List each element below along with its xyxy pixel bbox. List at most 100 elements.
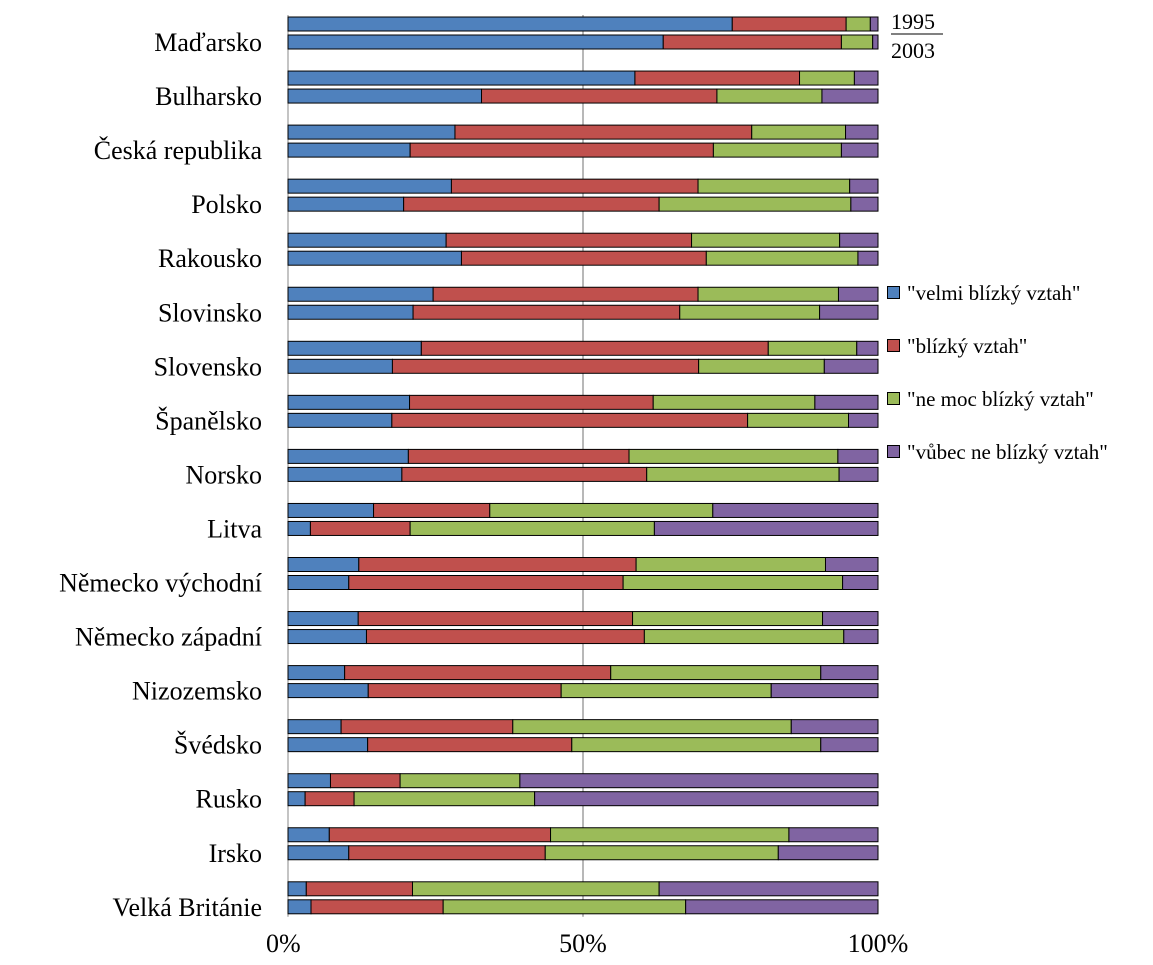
bar-1995-nemoc bbox=[845, 16, 871, 32]
bar-2003-velmi bbox=[287, 142, 411, 158]
bar-1995-velmi bbox=[287, 773, 331, 789]
legend-label-nemoc: "ne moc blízký vztah" bbox=[907, 387, 1094, 411]
bar-1995-velmi bbox=[287, 70, 636, 86]
bar-1995-blizky bbox=[344, 665, 612, 681]
bar-1995-nemoc bbox=[767, 340, 858, 356]
bar-2003-nemoc bbox=[716, 88, 823, 104]
bar-2003-nemoc bbox=[840, 34, 874, 50]
bar-1995-blizky bbox=[340, 719, 514, 735]
category-labels: Maďarsko Bulharsko Česká republika Polsko Ra… bbox=[59, 28, 262, 922]
bar-1995-velmi bbox=[287, 232, 447, 248]
bar-1995-vubec bbox=[849, 178, 879, 194]
bar-1995-nemoc bbox=[610, 665, 822, 681]
bar-2003-blizky bbox=[365, 629, 645, 645]
bar-1995-vubec bbox=[839, 232, 879, 248]
bar-1995-nemoc bbox=[411, 881, 660, 897]
bar-1995-velmi bbox=[287, 502, 375, 518]
bar-2003-blizky bbox=[412, 304, 681, 320]
bar-2003-vubec bbox=[685, 899, 879, 915]
bar-1995-nemoc bbox=[512, 719, 792, 735]
bar-1995-nemoc bbox=[635, 557, 826, 572]
bar-2003-vubec bbox=[820, 737, 879, 753]
bar-2003-blizky bbox=[310, 899, 444, 915]
year-label-1995: 1995 bbox=[891, 9, 935, 34]
bar-2003-nemoc bbox=[679, 304, 821, 320]
category-label: Rakousko bbox=[158, 244, 262, 273]
bar-2003-velmi bbox=[287, 737, 369, 753]
bar-1995-velmi bbox=[287, 881, 307, 897]
bar-1995-vubec bbox=[712, 502, 879, 518]
bar-2003-vubec bbox=[823, 358, 879, 374]
bar-2003-blizky bbox=[662, 34, 842, 50]
bar-2003-nemoc bbox=[646, 466, 840, 482]
bar-2003-nemoc bbox=[544, 845, 779, 861]
bar-2003-nemoc bbox=[571, 737, 822, 753]
bar-2003-nemoc bbox=[409, 520, 655, 536]
bar-2003-vubec bbox=[777, 845, 879, 861]
bar-2003-vubec bbox=[843, 629, 879, 645]
legend-label-velmi: "velmi blízký vztah" bbox=[907, 281, 1081, 305]
bar-2003-blizky bbox=[391, 358, 700, 374]
category-label: Litva bbox=[207, 514, 262, 543]
bar-1995-velmi bbox=[287, 340, 422, 356]
bar-2003-blizky bbox=[403, 196, 660, 212]
bar-1995-vubec bbox=[824, 557, 879, 572]
legend-swatch-blizky bbox=[887, 339, 900, 352]
bar-2003-nemoc bbox=[747, 412, 849, 428]
bar-1995-nemoc bbox=[632, 611, 824, 627]
category-label: Rusko bbox=[196, 785, 262, 814]
bar-2003-vubec bbox=[819, 304, 879, 320]
bar-2003-vubec bbox=[848, 412, 879, 428]
bar-2003-velmi bbox=[287, 88, 483, 104]
bar-2003-nemoc bbox=[698, 358, 825, 374]
bar-1995-blizky bbox=[454, 124, 753, 140]
bar-2003-blizky bbox=[460, 250, 707, 266]
bar-1995-blizky bbox=[329, 773, 401, 789]
bar-1995-vubec bbox=[658, 881, 879, 897]
bar-2003-nemoc bbox=[353, 791, 536, 807]
bar-2003-velmi bbox=[287, 629, 367, 645]
x-tick-label: 100% bbox=[848, 929, 909, 958]
bar-2003-vubec bbox=[840, 142, 879, 158]
bar-2003-vubec bbox=[872, 34, 879, 50]
bar-2003-nemoc bbox=[705, 250, 859, 266]
category-label: Nizozemsko bbox=[132, 677, 262, 706]
bar-2003-velmi bbox=[287, 791, 306, 807]
bar-2003-velmi bbox=[287, 575, 350, 590]
bar-1995-vubec bbox=[845, 124, 879, 140]
category-label: Česká republika bbox=[94, 136, 263, 165]
x-tick-label: 50% bbox=[559, 929, 607, 958]
bar-2003-blizky bbox=[391, 412, 749, 428]
legend-item-velmi: "velmi blízký vztah" bbox=[885, 280, 1150, 306]
category-label: Bulharsko bbox=[155, 82, 262, 111]
legend-item-blizky: "blízký vztah" bbox=[885, 333, 1150, 359]
bar-2003-vubec bbox=[850, 196, 879, 212]
bar-2003-velmi bbox=[287, 466, 403, 482]
bar-2003-vubec bbox=[653, 520, 879, 536]
bar-2003-blizky bbox=[348, 845, 546, 861]
legend-swatch-nemoc bbox=[887, 392, 900, 405]
legend-label-vubec: "vůbec ne blízký vztah" bbox=[907, 440, 1108, 464]
bar-2003-vubec bbox=[857, 250, 879, 266]
category-label: Slovensko bbox=[154, 352, 262, 381]
category-label: Německo východní bbox=[59, 569, 262, 598]
bar-2003-blizky bbox=[367, 683, 562, 699]
bar-1995-velmi bbox=[287, 448, 409, 464]
category-label: Irsko bbox=[209, 839, 262, 868]
bar-1995-velmi bbox=[287, 665, 346, 681]
category-label: Norsko bbox=[185, 460, 262, 489]
bar-1995-vubec bbox=[822, 611, 879, 627]
bar-1995-vubec bbox=[856, 340, 879, 356]
legend-label-blizky: "blízký vztah" bbox=[907, 334, 1028, 358]
bar-1995-nemoc bbox=[652, 394, 816, 410]
bar-1995-nemoc bbox=[489, 502, 714, 518]
bars-layer bbox=[287, 15, 879, 917]
bar-1995-nemoc bbox=[628, 448, 839, 464]
legend-swatch-vubec bbox=[887, 445, 900, 458]
bar-1995-nemoc bbox=[550, 827, 790, 843]
bar-2003-nemoc bbox=[560, 683, 772, 699]
bar-1995-vubec bbox=[853, 70, 879, 86]
bar-1995-velmi bbox=[287, 719, 342, 735]
bar-1995-vubec bbox=[820, 665, 879, 681]
bar-1995-vubec bbox=[837, 448, 879, 464]
